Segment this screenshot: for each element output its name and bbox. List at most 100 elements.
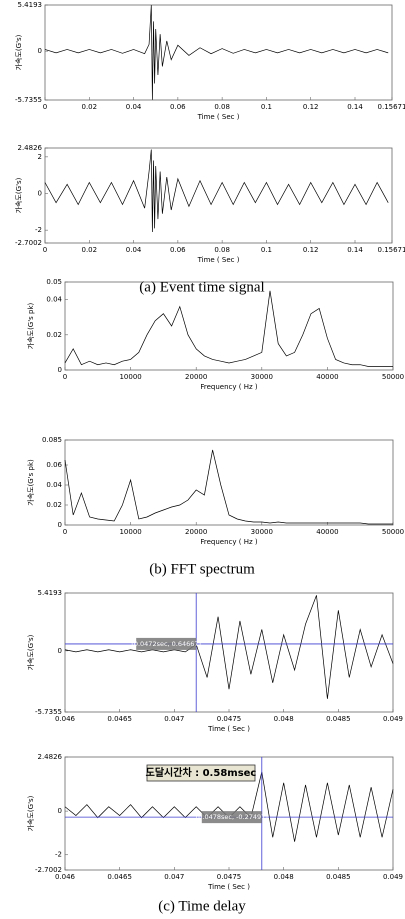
- signal-line: [64, 290, 393, 367]
- y-tick-label: 0.04: [46, 296, 62, 304]
- y-axis-label: 가속도(G's): [14, 177, 23, 213]
- readout-box: [201, 811, 262, 824]
- y-axis-label: 가속도(G's): [14, 34, 23, 70]
- x-axis-label: Time ( Sec ): [197, 256, 240, 264]
- signal-line: [64, 449, 393, 525]
- x-tick-label: 0.12: [303, 246, 319, 254]
- y-tick-label: -2.7002: [35, 866, 62, 874]
- readout-text: (0.0472sec, 0.64667): [131, 640, 201, 648]
- signal-line: [64, 771, 394, 842]
- x-tick-label: 50000: [382, 373, 404, 381]
- x-tick-label: 0.1: [261, 103, 272, 111]
- y-tick-label: 0: [58, 366, 62, 374]
- x-tick-label: 0.049: [383, 715, 403, 723]
- x-tick-label: 20000: [185, 373, 207, 381]
- y-tick-label: 2.4826: [18, 144, 43, 152]
- signal-line: [44, 5, 389, 100]
- y-axis-label: 가속도(G's): [26, 634, 35, 670]
- y-tick-label: 0.04: [46, 481, 62, 489]
- x-tick-label: 0.0485: [326, 873, 351, 881]
- x-tick-label: 0.08: [214, 246, 230, 254]
- y-tick-label: -2: [35, 226, 42, 234]
- signal-line: [64, 595, 394, 699]
- x-tick-label: 0.14: [347, 246, 363, 254]
- x-tick-label: 0.0475: [217, 873, 242, 881]
- x-tick-label: 0.04: [126, 103, 142, 111]
- plot-frame: [64, 439, 394, 526]
- delay-label: 도달시간차 : 0.58msec: [146, 766, 257, 779]
- x-tick-label: 0.046: [55, 715, 76, 723]
- x-tick-label: 0.049: [383, 873, 403, 881]
- x-tick-label: 0.1: [261, 246, 272, 254]
- x-tick-label: 0: [63, 373, 67, 381]
- y-tick-label: -2.7002: [15, 239, 42, 247]
- y-tick-label: 0.02: [46, 331, 62, 339]
- y-axis-label: 가속도(G's): [26, 795, 35, 831]
- caption: (c) Time delay: [158, 898, 246, 914]
- y-tick-label: -2: [55, 851, 62, 859]
- y-axis-label: 가속도(G's pk): [26, 302, 35, 349]
- y-tick-label: 5.4193: [38, 589, 63, 597]
- plot-frame: [44, 4, 393, 101]
- x-tick-label: 0.15671: [378, 246, 405, 254]
- caption: (a) Event time signal: [139, 279, 264, 295]
- y-tick-label: 0.05: [46, 278, 62, 286]
- delay-box: [146, 764, 256, 782]
- y-tick-label: -5.7355: [35, 708, 62, 716]
- x-tick-label: 0.047: [164, 715, 184, 723]
- x-tick-label: 40000: [316, 373, 338, 381]
- x-tick-label: 0.06: [170, 103, 186, 111]
- x-tick-label: 0.0475: [217, 715, 242, 723]
- x-axis-label: Time ( Sec ): [207, 883, 250, 891]
- x-tick-label: 0: [43, 246, 47, 254]
- y-tick-label: 0.085: [42, 436, 62, 444]
- y-axis-label: 가속도(G's pk): [26, 459, 35, 506]
- x-tick-label: 30000: [251, 373, 273, 381]
- y-tick-label: 0: [38, 47, 42, 55]
- x-axis-label: Frequency ( Hz ): [200, 383, 258, 391]
- y-tick-label: 0: [58, 521, 62, 529]
- y-tick-label: -5.7355: [15, 96, 42, 104]
- x-tick-label: 0.048: [274, 715, 294, 723]
- x-tick-label: 0.02: [81, 246, 97, 254]
- y-tick-label: 0.06: [46, 461, 62, 469]
- x-tick-label: 0.04: [126, 246, 142, 254]
- signal-line: [44, 149, 389, 233]
- y-tick-label: 5.4193: [18, 1, 43, 9]
- x-tick-label: 0: [43, 103, 47, 111]
- x-tick-label: 0.0485: [326, 715, 351, 723]
- x-tick-label: 0.0465: [107, 873, 132, 881]
- caption: (b) FFT spectrum: [149, 561, 255, 577]
- x-tick-label: 0.08: [214, 103, 230, 111]
- x-tick-label: 0.0465: [107, 715, 132, 723]
- x-tick-label: 0.046: [55, 873, 76, 881]
- readout-box: [136, 637, 197, 650]
- y-tick-label: 0: [58, 807, 62, 815]
- cursor-readout: (0.0472sec, 0.64667): [131, 637, 201, 650]
- readout-text: (0.0478sec, -0.27497): [196, 813, 268, 821]
- x-tick-label: 10000: [119, 528, 141, 536]
- x-tick-label: 30000: [251, 528, 273, 536]
- y-tick-label: 0.02: [46, 501, 62, 509]
- x-tick-label: 0.02: [81, 103, 97, 111]
- x-tick-label: 0.048: [274, 873, 294, 881]
- cursor-readout: (0.0478sec, -0.27497): [196, 811, 268, 824]
- x-tick-label: 40000: [316, 528, 338, 536]
- x-tick-label: 20000: [185, 528, 207, 536]
- x-tick-label: 0.14: [347, 103, 363, 111]
- x-tick-label: 0: [63, 528, 67, 536]
- x-tick-label: 0.15671: [378, 103, 405, 111]
- x-tick-label: 0.047: [164, 873, 184, 881]
- plot-frame: [64, 592, 394, 713]
- y-tick-label: 0: [58, 647, 62, 655]
- x-tick-label: 10000: [119, 373, 141, 381]
- y-tick-label: 2: [38, 153, 42, 161]
- plot-frame: [64, 281, 394, 371]
- x-tick-label: 50000: [382, 528, 404, 536]
- x-tick-label: 0.06: [170, 246, 186, 254]
- y-tick-label: 2.4826: [38, 753, 63, 761]
- x-axis-label: Time ( Sec ): [197, 113, 240, 121]
- x-tick-label: 0.12: [303, 103, 319, 111]
